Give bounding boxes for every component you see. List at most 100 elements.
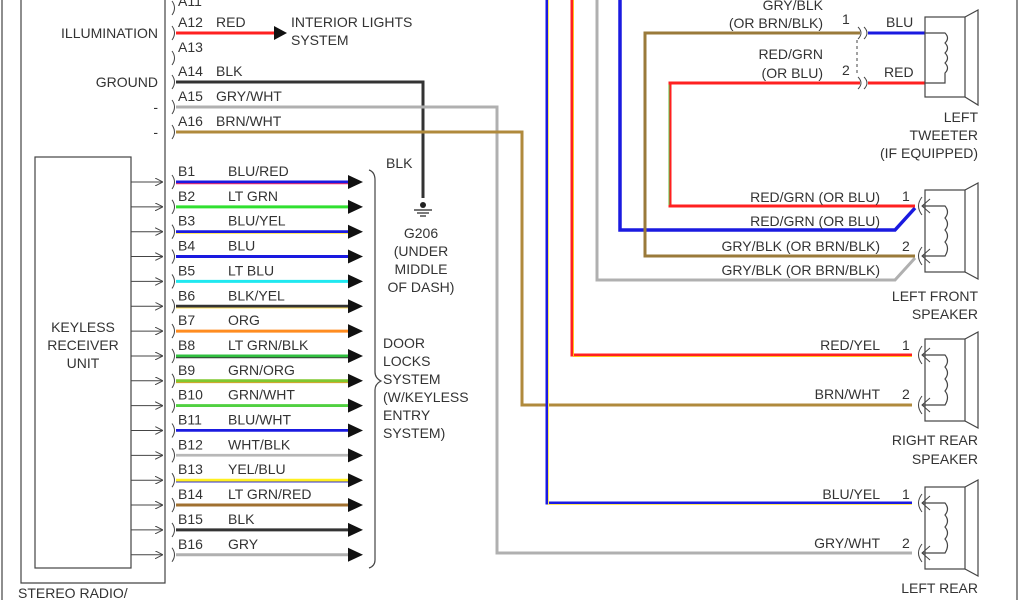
b-pin-label: B12 — [178, 436, 203, 452]
tweeter-pin2: 2 — [842, 62, 850, 78]
rr-pin2: 2 — [902, 386, 910, 402]
b-pin-wire-color: BLU — [228, 238, 255, 254]
wire-arrow — [348, 324, 363, 339]
a-pin-wire-color: GRY/WHT — [216, 88, 282, 104]
wire-arrow — [348, 348, 363, 363]
b-pin-label: B7 — [178, 312, 195, 328]
rr-wire-2: BRN/WHT — [815, 386, 881, 402]
b-pin-label: B13 — [178, 461, 203, 477]
lf-wire-2: RED/GRN (OR BLU) — [750, 213, 880, 229]
wire-stripe — [548, 0, 912, 505]
speaker-icon — [918, 330, 979, 430]
tweeter-pin1-wire-2: (OR BRN/BLK) — [729, 15, 823, 31]
speaker-icon — [918, 478, 979, 578]
a-pin-function: - — [153, 124, 158, 140]
a-pin-function: GROUND — [96, 74, 158, 90]
wire-arrow — [348, 498, 363, 513]
b-pin-wire-color: YEL/BLU — [228, 461, 286, 477]
door-locks-line: ENTRY — [383, 407, 431, 423]
wire-red-yel-right-rear — [570, 0, 912, 357]
connector-pin-icon — [171, 497, 175, 513]
wire-arrow — [348, 224, 363, 239]
interior-lights-label-1: INTERIOR LIGHTS — [291, 14, 412, 30]
tweeter-pin2-wire-1: RED/GRN — [758, 46, 823, 62]
wire-a14-ground — [176, 80, 425, 198]
connector-pin-icon — [918, 345, 923, 365]
connector-pin-icon — [171, 25, 175, 41]
connector-pin-icon — [918, 395, 923, 415]
b-pin-label: B5 — [178, 262, 195, 278]
tweeter-name-1: LEFT — [944, 109, 979, 125]
connector-pin-icon — [171, 274, 175, 289]
door-locks-line: DOOR — [383, 335, 425, 351]
tweeter-pin2-wire-2: (OR BLU) — [762, 65, 823, 81]
door-locks-line: (W/KEYLESS — [383, 389, 469, 405]
keyless-label-1: KEYLESS — [51, 319, 115, 335]
b-pin-label: B4 — [178, 238, 195, 254]
b-pin-label: B2 — [178, 188, 195, 204]
wire-arrow — [348, 249, 363, 264]
tweeter-name-3: (IF EQUIPPED) — [880, 145, 978, 161]
connector-pin-icon — [171, 398, 175, 413]
b-pin-wire-color: LT BLU — [228, 262, 274, 278]
b-pin-wire-color: WHT/BLK — [228, 436, 291, 452]
wire-arrow — [348, 199, 363, 214]
b-pin-wire-color: GRN/WHT — [228, 387, 295, 403]
lr-wire-1: BLU/YEL — [822, 486, 880, 502]
lf-wire-1: RED/GRN (OR BLU) — [750, 189, 880, 205]
tweeter-pin1-wire-1: GRY/BLK — [763, 0, 824, 13]
lr-wire-2: GRY/WHT — [814, 535, 880, 551]
wire-blu-yel-left-rear — [545, 0, 912, 505]
b-pin-group: B1 BLU/RED B2 LT GRN B3 BLU/YEL B4 BLU B5 LT BLU B… — [131, 163, 363, 563]
connector-pin-icon — [918, 493, 923, 513]
wire-arrow — [348, 473, 363, 488]
keyless-label-2: RECEIVER — [47, 337, 119, 353]
wire-arrow — [348, 299, 363, 314]
connector-pin-icon — [171, 74, 175, 90]
wire-arrow — [348, 448, 363, 463]
b-pin-wire-color: BLU/YEL — [228, 213, 286, 229]
door-locks-line: LOCKS — [383, 353, 430, 369]
a-pin-label: A15 — [178, 88, 203, 104]
b-pin-label: B14 — [178, 486, 203, 502]
a-pin-wire-color: BRN/WHT — [216, 113, 282, 129]
a-pin-function: ILLUMINATION — [61, 25, 158, 41]
b-pin-wire-color: LT GRN/BLK — [228, 337, 309, 353]
wire-red-grn-lf-1a — [668, 81, 915, 208]
lf-wire-3: GRY/BLK (OR BRN/BLK) — [722, 238, 880, 254]
b-pin-wire-color: BLK — [228, 511, 255, 527]
stereo-radio-label: STEREO RADIO/ — [18, 585, 128, 600]
lf-pin1: 1 — [902, 188, 910, 204]
wire-arrow — [348, 274, 363, 289]
lr-pin1: 1 — [902, 486, 910, 502]
a-pin-group: A11 A12 RED ILLUMINATION A13 A14 BLK GROUND A15 G… — [61, 0, 282, 140]
b-pin-label: B15 — [178, 511, 203, 527]
connector-pin-icon — [171, 348, 175, 364]
b-pin-label: B11 — [178, 412, 202, 428]
lf-pin2: 2 — [902, 238, 910, 254]
door-locks-label: DOOR LOCKS SYSTEM (W/KEYLESS ENTRY SYSTEM) — [383, 335, 469, 441]
b-pin-wire-color: BLU/WHT — [228, 412, 291, 428]
tweeter-name-2: TWEETER — [910, 127, 978, 143]
wire-stripe — [573, 0, 912, 357]
rr-name-2: SPEAKER — [912, 451, 978, 467]
b-pin-label: B10 — [178, 387, 203, 403]
interior-lights-label-2: SYSTEM — [291, 32, 349, 48]
wire-arrow — [348, 398, 363, 413]
ground-label-4: OF DASH) — [388, 279, 455, 295]
b-pin-label: B9 — [178, 362, 195, 378]
b-pin-wire-color: BLK/YEL — [228, 287, 285, 303]
b-pin-wire-color: BLU/RED — [228, 163, 289, 179]
ground-label-3: MIDDLE — [395, 261, 448, 277]
b-pin-wire-color: LT GRN — [228, 188, 278, 204]
b-pin-label: B1 — [178, 163, 195, 179]
rr-name-1: RIGHT REAR — [892, 432, 978, 448]
lr-pin2: 2 — [902, 535, 910, 551]
wire-gry-blk-lf-2b — [595, 0, 917, 282]
ground-label-1: G206 — [404, 225, 438, 241]
speaker-icon — [924, 8, 979, 107]
connector-pin-icon — [171, 0, 175, 16]
rr-pin1: 1 — [902, 337, 910, 353]
b-pin-wire-color: LT GRN/RED — [228, 486, 312, 502]
